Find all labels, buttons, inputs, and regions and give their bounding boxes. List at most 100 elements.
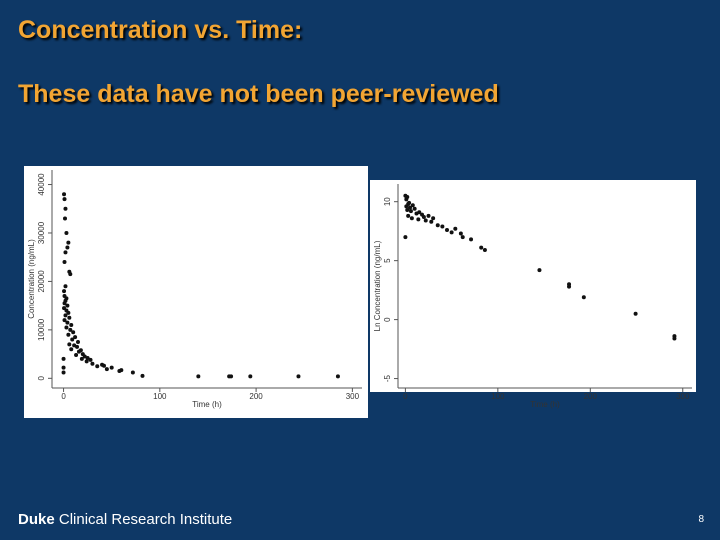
point (408, 209, 413, 214)
y-tick-label: 5 (383, 258, 392, 263)
y-tick-label: 10 (383, 197, 392, 206)
point (404, 204, 409, 209)
footer: Duke Clinical Research Institute (18, 511, 232, 528)
point (104, 367, 109, 372)
point (406, 213, 411, 218)
panel (24, 166, 368, 418)
point (64, 325, 69, 330)
point (95, 364, 100, 369)
x-tick-label: 200 (584, 392, 598, 401)
point (408, 205, 413, 210)
point (458, 231, 463, 236)
point (62, 289, 67, 294)
point (84, 359, 89, 364)
x-tick-label: 0 (403, 392, 408, 401)
x-tick-label: 0 (61, 392, 66, 401)
point (85, 355, 90, 360)
point (73, 335, 78, 340)
point (75, 344, 80, 349)
point (453, 226, 458, 231)
point (68, 272, 73, 277)
point (65, 320, 70, 325)
y-tick-label: 40000 (37, 173, 46, 196)
point (431, 216, 436, 221)
point (61, 356, 66, 361)
point (423, 218, 428, 223)
point (74, 353, 79, 358)
x-tick-label: 300 (676, 392, 690, 401)
point (62, 301, 67, 306)
point (335, 374, 340, 379)
point (62, 216, 67, 221)
point (70, 337, 75, 342)
point (417, 210, 422, 215)
point (76, 349, 81, 354)
point (581, 295, 586, 300)
point (449, 230, 454, 235)
x-tick-label: 200 (249, 392, 263, 401)
point (469, 237, 474, 242)
point (90, 361, 95, 366)
y-tick-label: 0 (383, 317, 392, 322)
point (69, 323, 74, 328)
point (405, 194, 410, 199)
x-tick-label: 100 (153, 392, 167, 401)
point (63, 284, 68, 289)
point (537, 268, 542, 273)
point (61, 365, 66, 370)
y-tick-label: 10000 (37, 318, 46, 341)
point (65, 245, 70, 250)
point (229, 374, 234, 379)
point (64, 230, 69, 235)
footer-brand: Duke (18, 511, 55, 528)
y-axis-label: Ln Concentration (ng/mL) (373, 240, 382, 331)
point (63, 206, 68, 211)
point (69, 347, 74, 352)
x-tick-label: 300 (346, 392, 360, 401)
point (409, 216, 414, 221)
point (65, 303, 70, 308)
point (567, 284, 572, 289)
point (75, 339, 80, 344)
y-tick-label: 30000 (37, 221, 46, 244)
point (479, 245, 484, 250)
point (482, 248, 487, 253)
point (633, 311, 638, 316)
point (66, 310, 71, 315)
y-tick-label: -5 (383, 374, 392, 382)
point (68, 327, 73, 332)
point (62, 318, 67, 323)
point (445, 227, 449, 232)
point (403, 235, 408, 240)
point (130, 370, 135, 375)
x-tick-label: 100 (491, 392, 505, 401)
point (421, 215, 426, 220)
point (62, 192, 67, 197)
point (412, 206, 417, 211)
point (109, 365, 114, 370)
subtitle: These data have not been peer-reviewed (18, 80, 499, 108)
point (71, 330, 76, 335)
point (416, 217, 421, 222)
point (67, 315, 72, 320)
x-axis-label: Time (h) (530, 400, 560, 409)
point (66, 332, 71, 337)
point (407, 200, 412, 205)
page-number: 8 (698, 514, 704, 525)
point (296, 374, 301, 379)
point (62, 197, 67, 202)
title: Concentration vs. Time: (18, 16, 303, 44)
point (410, 203, 415, 208)
point (62, 260, 67, 265)
point (67, 342, 72, 347)
point (63, 250, 68, 255)
point (435, 223, 440, 228)
point (88, 357, 93, 362)
point (405, 207, 410, 212)
point (140, 373, 145, 378)
point (101, 363, 106, 368)
point (672, 336, 677, 341)
point (248, 374, 253, 379)
